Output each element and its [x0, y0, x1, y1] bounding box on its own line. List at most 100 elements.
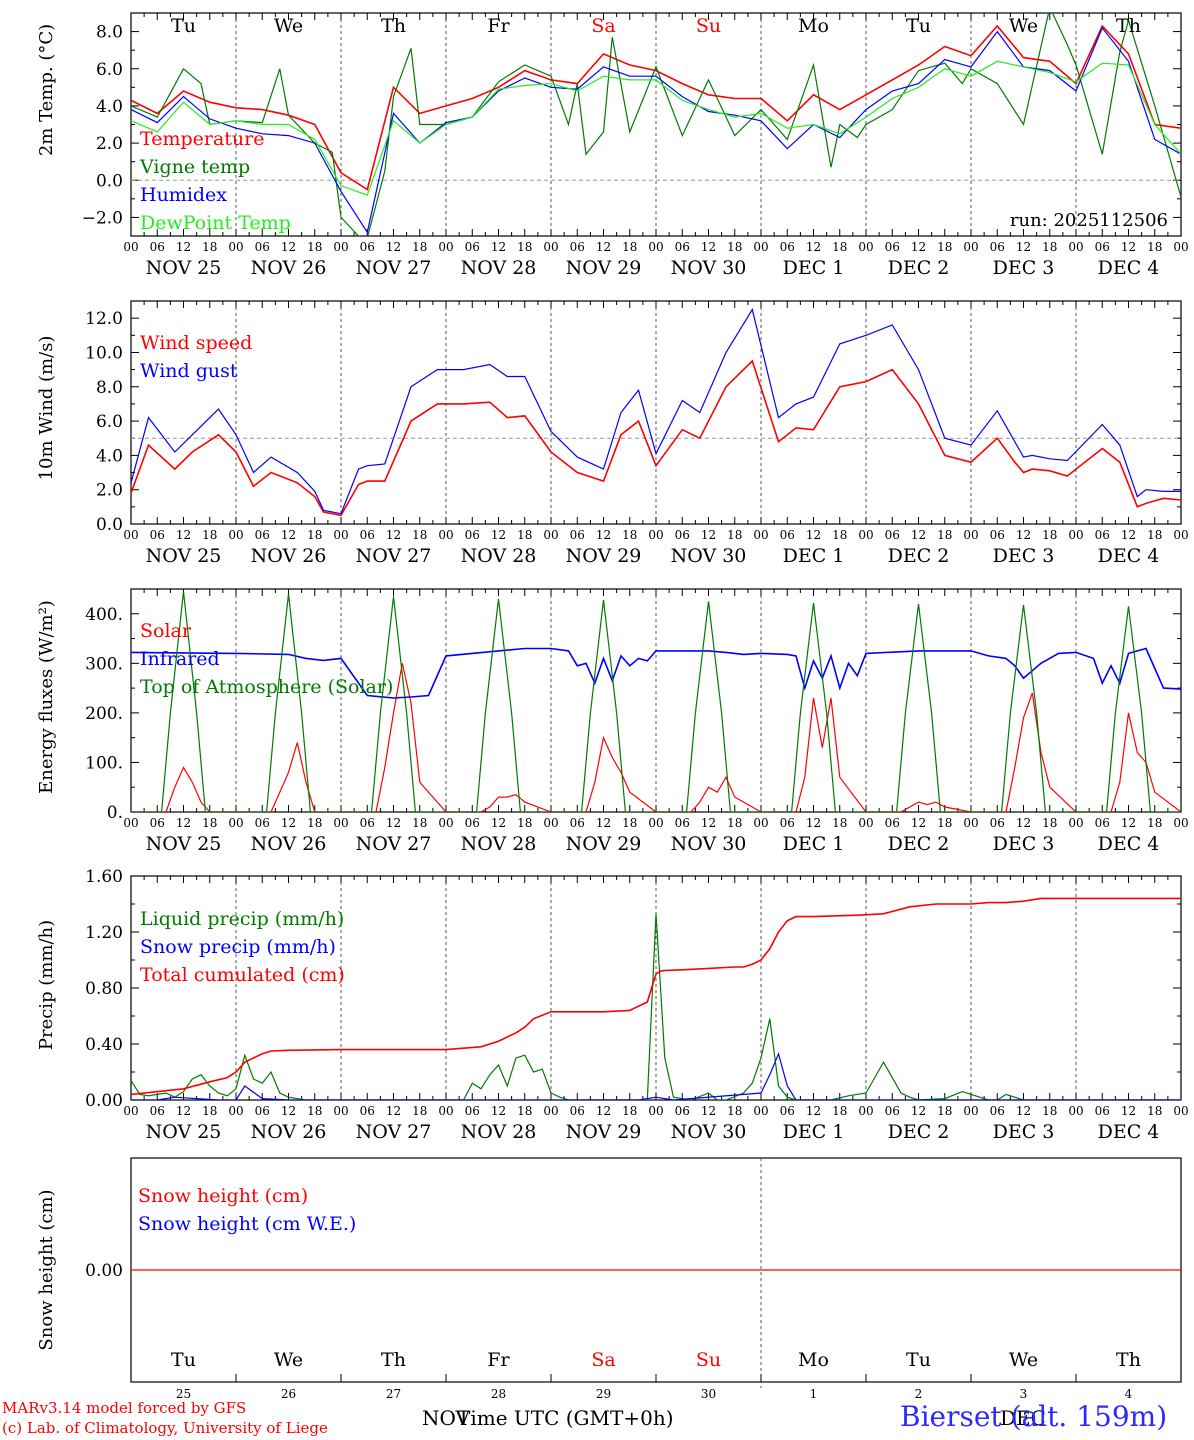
date-label: NOV 30	[671, 257, 747, 279]
hour-tick-label: 18	[622, 1104, 637, 1118]
y-tick-label: 0.80	[85, 979, 123, 999]
hour-tick-label: 18	[832, 528, 847, 542]
series-line-infrared	[131, 647, 1181, 699]
day-label: Th	[381, 1349, 406, 1371]
hour-tick-label: 12	[806, 1104, 821, 1118]
hour-tick-label: 06	[360, 1104, 375, 1118]
hour-tick-label: 18	[727, 240, 742, 254]
hour-tick-label: 12	[386, 1104, 401, 1118]
hour-tick-label: 06	[255, 1104, 270, 1118]
hour-tick-label: 12	[1016, 240, 1031, 254]
hour-tick-label: 06	[780, 1104, 795, 1118]
hour-tick-label: 00	[858, 528, 873, 542]
hour-tick-label: 18	[622, 528, 637, 542]
hour-tick-label: 12	[281, 240, 296, 254]
hour-tick-label: 06	[570, 528, 585, 542]
hour-tick-label: 12	[386, 816, 401, 830]
hour-tick-label: 00	[438, 240, 453, 254]
y-tick-label: 100.	[85, 753, 123, 773]
legend-entry: Snow height (cm W.E.)	[138, 1213, 356, 1235]
hour-tick-label: 12	[596, 240, 611, 254]
station-name: Bierset (alt. 159m)	[900, 1400, 1168, 1433]
hour-tick-label: 06	[990, 1104, 1005, 1118]
y-tick-label: 0.0	[96, 171, 123, 191]
hour-tick-label: 12	[911, 240, 926, 254]
hour-tick-label: 00	[1173, 1104, 1188, 1118]
hour-tick-label: 12	[1121, 816, 1136, 830]
credit-line-2: (c) Lab. of Climatology, University of L…	[2, 1419, 328, 1437]
hour-tick-label: 12	[1121, 240, 1136, 254]
day-label: Fr	[487, 15, 510, 37]
hour-tick-label: 06	[885, 816, 900, 830]
hour-tick-label: 12	[176, 240, 191, 254]
y-axis-label: Snow height (cm)	[36, 1189, 57, 1350]
month-label-nov: NOV	[422, 1406, 470, 1430]
day-number-label: 29	[596, 1387, 611, 1401]
hour-tick-label: 00	[648, 528, 663, 542]
hour-tick-label: 06	[465, 240, 480, 254]
legend-entry: Infrared	[140, 648, 220, 670]
hour-tick-label: 00	[1173, 528, 1188, 542]
day-label: Tu	[171, 1349, 196, 1371]
series-line-total-cumulated-cm-	[131, 897, 1181, 1096]
y-tick-label: 6.0	[96, 60, 123, 80]
legend-entry: Temperature	[140, 128, 264, 150]
legend-entry: Solar	[140, 620, 192, 642]
y-tick-label: 6.0	[96, 412, 123, 432]
date-label: DEC 2	[888, 257, 950, 279]
hour-tick-label: 18	[1147, 1104, 1162, 1118]
hour-tick-label: 18	[622, 816, 637, 830]
hour-tick-label: 00	[858, 240, 873, 254]
hour-tick-label: 18	[937, 1104, 952, 1118]
hour-tick-label: 00	[543, 528, 558, 542]
hour-tick-label: 18	[517, 240, 532, 254]
date-label: NOV 27	[356, 545, 432, 567]
hour-tick-label: 00	[1068, 240, 1083, 254]
hour-tick-label: 06	[570, 1104, 585, 1118]
hour-tick-label: 12	[701, 816, 716, 830]
hour-tick-label: 12	[1016, 1104, 1031, 1118]
day-number-label: 3	[1020, 1387, 1028, 1401]
hour-tick-label: 18	[937, 816, 952, 830]
date-label: DEC 3	[993, 257, 1055, 279]
day-number-label: 30	[701, 1387, 716, 1401]
day-label: We	[1009, 15, 1038, 37]
y-tick-label: 1.60	[85, 867, 123, 887]
hour-tick-label: 00	[123, 1104, 138, 1118]
hour-tick-label: 06	[150, 816, 165, 830]
date-label: NOV 25	[146, 257, 222, 279]
hour-tick-label: 06	[255, 240, 270, 254]
hour-tick-label: 00	[1173, 816, 1188, 830]
y-tick-label: 200.	[85, 704, 123, 724]
hour-tick-label: 18	[517, 816, 532, 830]
day-label: We	[274, 1349, 303, 1371]
hour-tick-label: 12	[281, 816, 296, 830]
hour-tick-label: 00	[333, 1104, 348, 1118]
hour-tick-label: 06	[360, 528, 375, 542]
hour-tick-label: 12	[806, 240, 821, 254]
date-label: DEC 2	[888, 1121, 950, 1143]
series-line-wind-gust	[131, 308, 1181, 515]
hour-tick-label: 18	[727, 528, 742, 542]
hour-tick-label: 06	[360, 240, 375, 254]
hour-tick-label: 18	[412, 816, 427, 830]
hour-tick-label: 12	[806, 528, 821, 542]
hour-tick-label: 00	[858, 1104, 873, 1118]
hour-tick-label: 00	[438, 816, 453, 830]
date-label: DEC 1	[783, 257, 845, 279]
hour-tick-label: 18	[832, 816, 847, 830]
hour-tick-label: 12	[176, 1104, 191, 1118]
y-tick-label: 8.0	[96, 378, 123, 398]
hour-tick-label: 12	[491, 816, 506, 830]
hour-tick-label: 18	[307, 240, 322, 254]
day-label: We	[274, 15, 303, 37]
hour-tick-label: 06	[990, 528, 1005, 542]
hour-tick-label: 06	[885, 240, 900, 254]
day-label: Su	[696, 1349, 721, 1371]
day-label: Th	[1116, 15, 1141, 37]
hour-tick-label: 12	[281, 1104, 296, 1118]
date-label: NOV 26	[251, 545, 327, 567]
hour-tick-label: 00	[543, 1104, 558, 1118]
y-tick-label: −2.0	[82, 208, 123, 228]
hour-tick-label: 12	[1121, 1104, 1136, 1118]
